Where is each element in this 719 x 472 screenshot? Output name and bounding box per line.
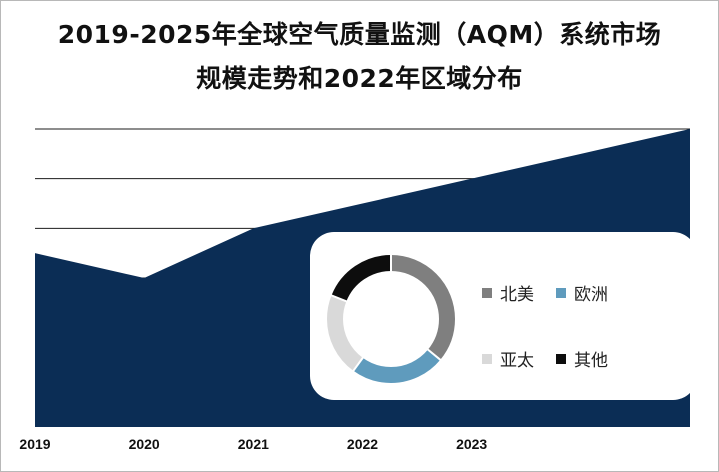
x-tick-label: 2023 xyxy=(456,436,487,452)
donut-slice-apac xyxy=(327,255,455,383)
legend-label-north-america: 北美 xyxy=(500,285,534,305)
x-tick-label: 2020 xyxy=(129,436,160,452)
legend-swatch-north-america xyxy=(482,287,492,298)
x-tick-label: 2022 xyxy=(347,436,378,452)
legend-item-europe: 欧洲 xyxy=(556,280,608,305)
chart-title-line-2: 规模走势和2022年区域分布 xyxy=(196,64,523,93)
legend-label-other: 其他 xyxy=(574,351,608,371)
donut-slice-separator xyxy=(426,348,442,362)
donut-slice-separator xyxy=(351,356,365,373)
donut-chart xyxy=(327,254,455,383)
legend-item-apac: 亚太 xyxy=(482,346,534,371)
x-tick-label: 2019 xyxy=(19,436,50,452)
donut-slice-europe xyxy=(327,255,455,383)
x-tick-label: 2021 xyxy=(238,436,269,452)
legend-swatch-other xyxy=(556,353,566,364)
chart-title-line-1: 2019-2025年全球空气质量监测（AQM）系统市场 xyxy=(57,20,662,49)
legend-swatch-europe xyxy=(556,287,566,298)
legend-item-north-america: 北美 xyxy=(482,280,534,305)
donut-slice-separator xyxy=(330,294,348,303)
region-distribution-panel: 北美 欧洲 亚太 其他 xyxy=(310,232,697,400)
legend-swatch-apac xyxy=(482,353,492,364)
legend-label-apac: 亚太 xyxy=(500,351,534,371)
legend-item-other: 其他 xyxy=(556,346,608,371)
legend-label-europe: 欧洲 xyxy=(574,285,608,305)
